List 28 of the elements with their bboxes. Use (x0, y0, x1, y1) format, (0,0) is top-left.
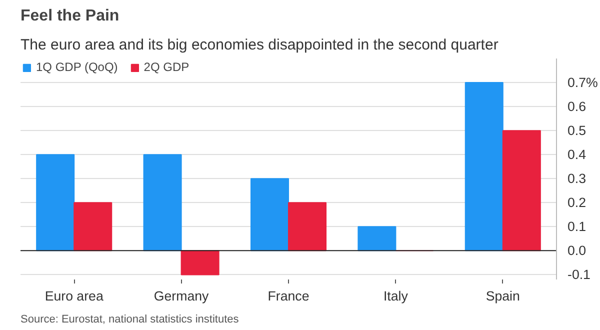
x-tick-label: France (268, 288, 310, 304)
bar (143, 154, 182, 252)
y-tick-label: 0.0 (568, 243, 586, 258)
legend-label: 1Q GDP (QoQ) (36, 60, 118, 74)
bar (464, 82, 504, 252)
chart-title: Feel the Pain (20, 8, 120, 24)
x-tick-label: Euro area (44, 288, 104, 304)
bar (502, 130, 541, 252)
source-note: Source: Eurostat, national statistics institutes (20, 314, 240, 326)
y-tick-label: 0.3 (568, 171, 586, 186)
y-tick-label: 0.1 (568, 219, 586, 234)
x-tick-label: Italy (383, 288, 408, 304)
legend-label: 2Q GDP (144, 60, 190, 74)
y-tick-label: 0.4 (568, 147, 587, 162)
bar (36, 154, 75, 252)
chart-subtitle: The euro area and its big economies disappointed in the second quarter (20, 36, 498, 54)
y-tick-label: 0.7% (568, 75, 598, 90)
y-tick-label: 0.5 (568, 123, 586, 138)
y-tick-label: -0.1 (568, 267, 590, 282)
y-tick-label: 0.6 (568, 99, 586, 114)
x-tick-label: Germany (154, 288, 210, 304)
bar (180, 250, 220, 276)
bar (288, 202, 327, 252)
bar (358, 226, 396, 252)
x-tick-label: Spain (486, 288, 520, 304)
bar (250, 178, 289, 252)
bar (74, 202, 112, 252)
y-tick-label: 0.2 (568, 195, 586, 210)
